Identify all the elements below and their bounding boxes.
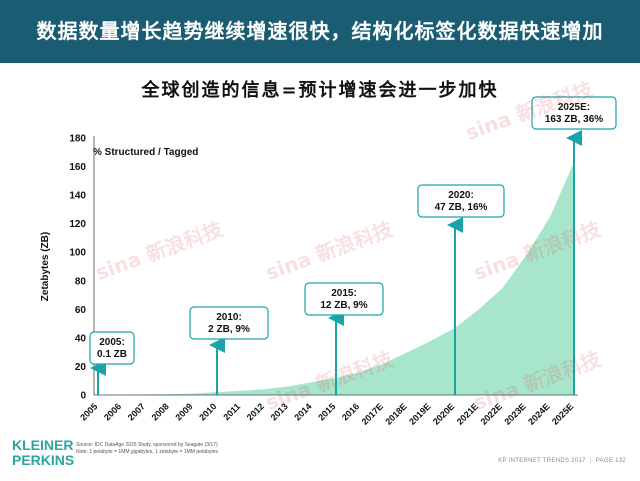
x-tick-label: 2008 [150, 401, 171, 422]
x-tick-label: 2006 [102, 401, 123, 422]
x-tick-label: 2017E [360, 401, 385, 426]
y-tick-label: 140 [69, 191, 86, 202]
callout-label: 2020: [448, 190, 474, 201]
x-tick-label: 2010 [197, 401, 218, 422]
callout-box [89, 331, 135, 365]
logo-line1: KLEINER [12, 437, 74, 453]
x-tick-label: 2020E [431, 401, 456, 426]
header-title: 数据数量增长趋势继续增速很快，结构化标签化数据快速增加 [36, 19, 604, 43]
x-tick-label: 2021E [455, 401, 480, 426]
x-tick-label: 2005 [78, 401, 99, 422]
callout-label: 0.1 ZB [97, 349, 127, 360]
footer-page: PAGE 132 [595, 458, 626, 464]
source-line1: Source: IDC DataAge 2025 Study, sponsore… [76, 442, 218, 448]
y-tick-label: 80 [75, 276, 87, 287]
x-tick-label: 2015 [316, 401, 337, 422]
callout-label: 2 ZB, 9% [208, 324, 250, 335]
x-tick-label: 2009 [173, 401, 194, 422]
y-tick-label: 120 [69, 219, 86, 230]
y-axis-label: Zetabytes (ZB) [40, 232, 51, 301]
kleiner-perkins-logo: KLEINER PERKINS [12, 437, 75, 468]
y-tick-label: 0 [80, 391, 86, 402]
chart: 0 20 40 60 80 100 120 140 160 180 Zetabytes (ZB) % … [40, 96, 617, 427]
x-tick-label: 2022E [479, 401, 504, 426]
y-tick-label: 20 [75, 362, 87, 373]
callout-label: 2005: [99, 337, 125, 348]
callout-box [189, 306, 269, 340]
x-tick-label: 2007 [126, 401, 147, 422]
callout-label: 12 ZB, 9% [320, 300, 367, 311]
callout-box [304, 282, 384, 316]
header-bar: 数据数量增长趋势继续增速很快，结构化标签化数据快速增加 [0, 0, 640, 63]
x-tick-label: 2011 [221, 401, 242, 422]
y-tick-label: 60 [75, 305, 87, 316]
callout-label: 2025E: [558, 102, 590, 113]
x-tick-label: 2025E [550, 401, 575, 426]
y-tick-label: 180 [69, 134, 86, 145]
callout-label: 163 ZB, 36% [545, 114, 603, 125]
x-tick-label: 2013 [269, 401, 290, 422]
y-tick-label: 100 [69, 248, 86, 259]
x-tick-label: 2016 [340, 401, 361, 422]
source-line2: Note: 1 petabyte = 1MM gigabytes, 1 zeta… [76, 449, 219, 455]
footer: KP INTERNET TRENDS 2017 | PAGE 132 [498, 458, 626, 464]
chart-subtitle: 全球创造的信息=预计增速会进一步加快 [141, 80, 499, 101]
x-tick-label: 2023E [502, 401, 527, 426]
x-tick-label: 2012 [245, 401, 266, 422]
x-tick-label: 2024E [526, 401, 551, 426]
callout-label: 47 ZB, 16% [435, 202, 488, 213]
y-tick-label: 160 [69, 162, 86, 173]
x-tick-label: 2019E [407, 401, 432, 426]
y-tick-label: 40 [75, 333, 87, 344]
callout-box [531, 96, 617, 130]
callout-label: 2015: [331, 288, 357, 299]
header-curve [0, 58, 640, 63]
callout-box [417, 184, 505, 218]
logo-line2: PERKINS [12, 452, 75, 468]
x-tick-label: 2018E [383, 401, 408, 426]
series-label: % Structured / Tagged [93, 147, 198, 158]
x-tick-label: 2014 [292, 401, 313, 422]
callout-label: 2010: [216, 312, 242, 323]
source-note: Source: IDC DataAge 2025 Study, sponsore… [76, 442, 218, 456]
footer-left: KP INTERNET TRENDS 2017 [498, 458, 586, 464]
